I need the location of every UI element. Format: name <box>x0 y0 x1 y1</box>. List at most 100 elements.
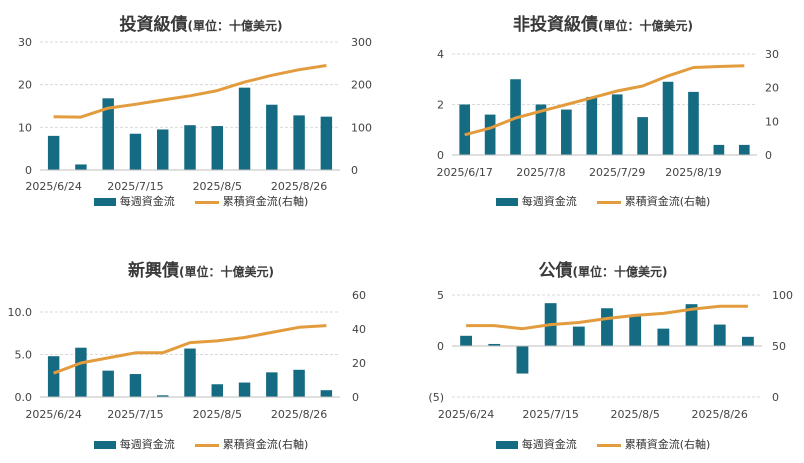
chart-title: 公債(單位：十億美元) <box>402 256 804 281</box>
chart-emerging-market: 新興債(單位：十億美元) 0.0 5.0 10.0 0 20 40 60 2025/6/24 20… <box>0 240 402 463</box>
bar <box>662 81 674 155</box>
legend-bar-label: 每週資金流 <box>119 195 175 208</box>
bar <box>102 370 114 397</box>
x-tick-label: 2025/6/24 <box>438 408 494 421</box>
bar <box>685 304 698 346</box>
bar <box>629 316 642 346</box>
bar <box>601 308 613 346</box>
bar <box>320 390 333 397</box>
bar <box>293 369 305 397</box>
bar <box>211 384 223 397</box>
y-tick-left: 10 <box>18 121 32 134</box>
x-tick-label: 2025/7/15 <box>522 408 578 421</box>
y-tick-right: 0 <box>351 164 358 177</box>
bar <box>688 91 699 155</box>
bar <box>637 117 648 155</box>
x-tick-label: 2025/8/19 <box>665 166 721 179</box>
chart-unit-text: (單位：十億美元) <box>179 265 274 279</box>
chart-unit-text: (單位：十億美元) <box>572 265 668 279</box>
chart-title: 非投資級債(單位：十億美元) <box>402 10 804 35</box>
chart-legend: 每週資金流 累積資金流(右軸) <box>0 193 402 209</box>
x-tick-label: 2025/7/8 <box>516 166 565 179</box>
cumulative-line <box>464 64 745 137</box>
chart-title-text: 公債 <box>538 261 573 281</box>
bar <box>320 116 333 170</box>
chart-legend: 每週資金流 累積資金流(右軸) <box>402 193 804 209</box>
bar <box>129 133 142 170</box>
legend-line-label: 累積資金流(右軸) <box>222 195 309 208</box>
legend-bar-label: 每週資金流 <box>119 438 175 451</box>
y-tick-right: 100 <box>351 121 372 134</box>
y-tick-left: 30 <box>18 36 32 49</box>
bar <box>157 129 169 170</box>
y-tick-right: 0 <box>772 391 779 404</box>
bar <box>266 372 278 397</box>
y-tick-right: 20 <box>765 82 779 95</box>
legend-line-label: 累積資金流(右軸) <box>624 195 711 208</box>
chart-title-text: 新興債 <box>128 261 179 281</box>
y-tick-right: 50 <box>772 340 786 353</box>
legend-line-label: 累積資金流(右軸) <box>222 438 309 451</box>
y-tick-right: 200 <box>351 79 372 92</box>
x-tick-label: 2025/8/26 <box>271 180 327 193</box>
y-tick-right: 30 <box>765 48 779 61</box>
bar <box>516 346 529 374</box>
bar <box>572 326 585 346</box>
x-tick-label: 2025/8/26 <box>692 408 748 421</box>
chart-legend: 每週資金流 累積資金流(右軸) <box>402 436 804 452</box>
bar <box>238 382 251 397</box>
bar <box>738 144 750 155</box>
legend-item-line: 累積資金流(右軸) <box>194 193 309 209</box>
x-tick-label: 2025/6/24 <box>25 408 81 421</box>
bar <box>713 324 726 346</box>
legend-item-line: 累積資金流(右軸) <box>596 193 711 209</box>
bar <box>211 126 223 170</box>
chart-plot: 0 2 4 0 10 20 30 2025/6/17 2025/7/8 2025/7/29 2025… <box>437 48 779 179</box>
x-tick-label: 2025/7/15 <box>107 180 163 193</box>
legend-item-line: 累積資金流(右軸) <box>596 436 711 452</box>
chart-unit-text: (單位：十億美元) <box>598 19 693 33</box>
legend-item-bar: 每週資金流 <box>93 193 175 209</box>
legend-bar-swatch <box>495 198 518 206</box>
x-tick-label: 2025/8/5 <box>610 408 659 421</box>
y-tick-left: (5) <box>428 391 444 404</box>
chart-legend: 每週資金流 累積資金流(右軸) <box>0 436 402 452</box>
chart-unit-text: (單位：十億美元) <box>187 19 283 33</box>
bar <box>488 343 501 346</box>
chart-plot: 0.0 5.0 10.0 0 20 40 60 2025/6/24 2025/7/15 2025/… <box>8 289 367 421</box>
chart-title: 新興債(單位：十億美元) <box>0 256 402 281</box>
bar <box>561 109 572 155</box>
x-tick-label: 2025/7/29 <box>589 166 645 179</box>
x-tick-label: 2025/8/5 <box>193 408 242 421</box>
y-tick-right: 0 <box>352 391 359 404</box>
x-tick-label: 2025/8/5 <box>193 180 242 193</box>
y-tick-right: 100 <box>772 289 793 302</box>
legend-line-label: 累積資金流(右軸) <box>624 438 711 451</box>
y-tick-right: 60 <box>352 289 366 302</box>
y-tick-left: 4 <box>437 48 444 61</box>
cumulative-line <box>466 304 748 331</box>
x-tick-label: 2025/6/24 <box>25 180 81 193</box>
bar <box>47 356 60 397</box>
legend-item-bar: 每週資金流 <box>93 436 175 452</box>
chart-title: 投資級債(單位：十億美元) <box>0 10 402 35</box>
bar <box>47 135 60 170</box>
y-tick-right: 300 <box>351 36 372 49</box>
bar <box>75 164 87 170</box>
y-tick-right: 0 <box>765 149 772 162</box>
y-tick-left: 2 <box>437 99 444 112</box>
cumulative-line <box>53 64 327 119</box>
bar <box>611 94 623 155</box>
bar <box>713 144 725 155</box>
chart-title-text: 投資級債 <box>119 15 188 35</box>
bar <box>184 125 196 170</box>
bar <box>460 335 473 346</box>
chart-investment-grade: 投資級債(單位：十億美元) 0 10 20 30 0 100 200 300 2025/6/24 2… <box>0 0 402 231</box>
chart-high-yield: 非投資級債(單位：十億美元) 0 2 4 0 10 20 30 2025/6/17 2025/7/… <box>402 0 804 231</box>
bar <box>238 87 251 170</box>
chart-government-bond: 公債(單位：十億美元) (5) 0 5 0 50 100 2025/6/24 2025/7/15… <box>402 240 804 463</box>
legend-line-swatch <box>194 443 219 447</box>
bar <box>157 395 169 397</box>
bar <box>459 104 471 155</box>
y-tick-right: 40 <box>352 323 366 336</box>
